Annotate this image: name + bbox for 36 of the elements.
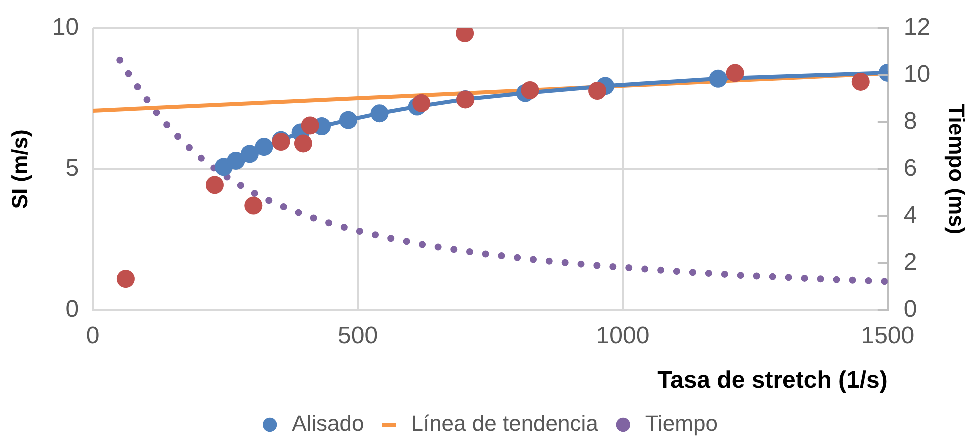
- x-axis-title: Tasa de stretch (1/s): [658, 367, 888, 394]
- x-tick-label: 1000: [596, 322, 650, 350]
- x-tick-label: 1500: [861, 322, 915, 350]
- point: [588, 82, 607, 100]
- legend-label: Alisado: [292, 411, 364, 436]
- point: [227, 152, 246, 170]
- y2-tick-label: 6: [904, 155, 918, 182]
- point: [709, 70, 728, 88]
- legend-label: Línea de tendencia: [411, 411, 600, 436]
- y2-tick-label: 10: [904, 61, 931, 88]
- y-tick-label: 0: [66, 296, 80, 324]
- y2-axis-title: Tiempo (ms): [944, 104, 970, 235]
- legend-label: Tiempo: [645, 411, 718, 436]
- point: [294, 134, 312, 153]
- point: [726, 64, 744, 82]
- y2-tick-label: 2: [904, 249, 918, 276]
- point: [301, 116, 320, 135]
- point: [370, 104, 389, 123]
- point: [412, 94, 431, 112]
- y-tick-label: 10: [52, 14, 80, 42]
- y2-tick-label: 12: [904, 14, 931, 42]
- x-tick-label: 500: [338, 322, 378, 350]
- point: [521, 81, 540, 100]
- x-tick-label: 0: [86, 322, 100, 350]
- point: [116, 270, 135, 288]
- point: [244, 196, 263, 215]
- y-tick-label: 5: [66, 155, 80, 182]
- point: [240, 145, 259, 164]
- y2-tick-label: 8: [904, 108, 918, 136]
- point: [255, 138, 274, 156]
- y2-tick-label: 4: [904, 202, 918, 230]
- y2-tick-label: 0: [904, 296, 918, 324]
- point: [206, 176, 224, 194]
- point: [852, 72, 870, 91]
- y-axis-title: SI (m/s): [7, 130, 32, 210]
- point: [339, 111, 358, 130]
